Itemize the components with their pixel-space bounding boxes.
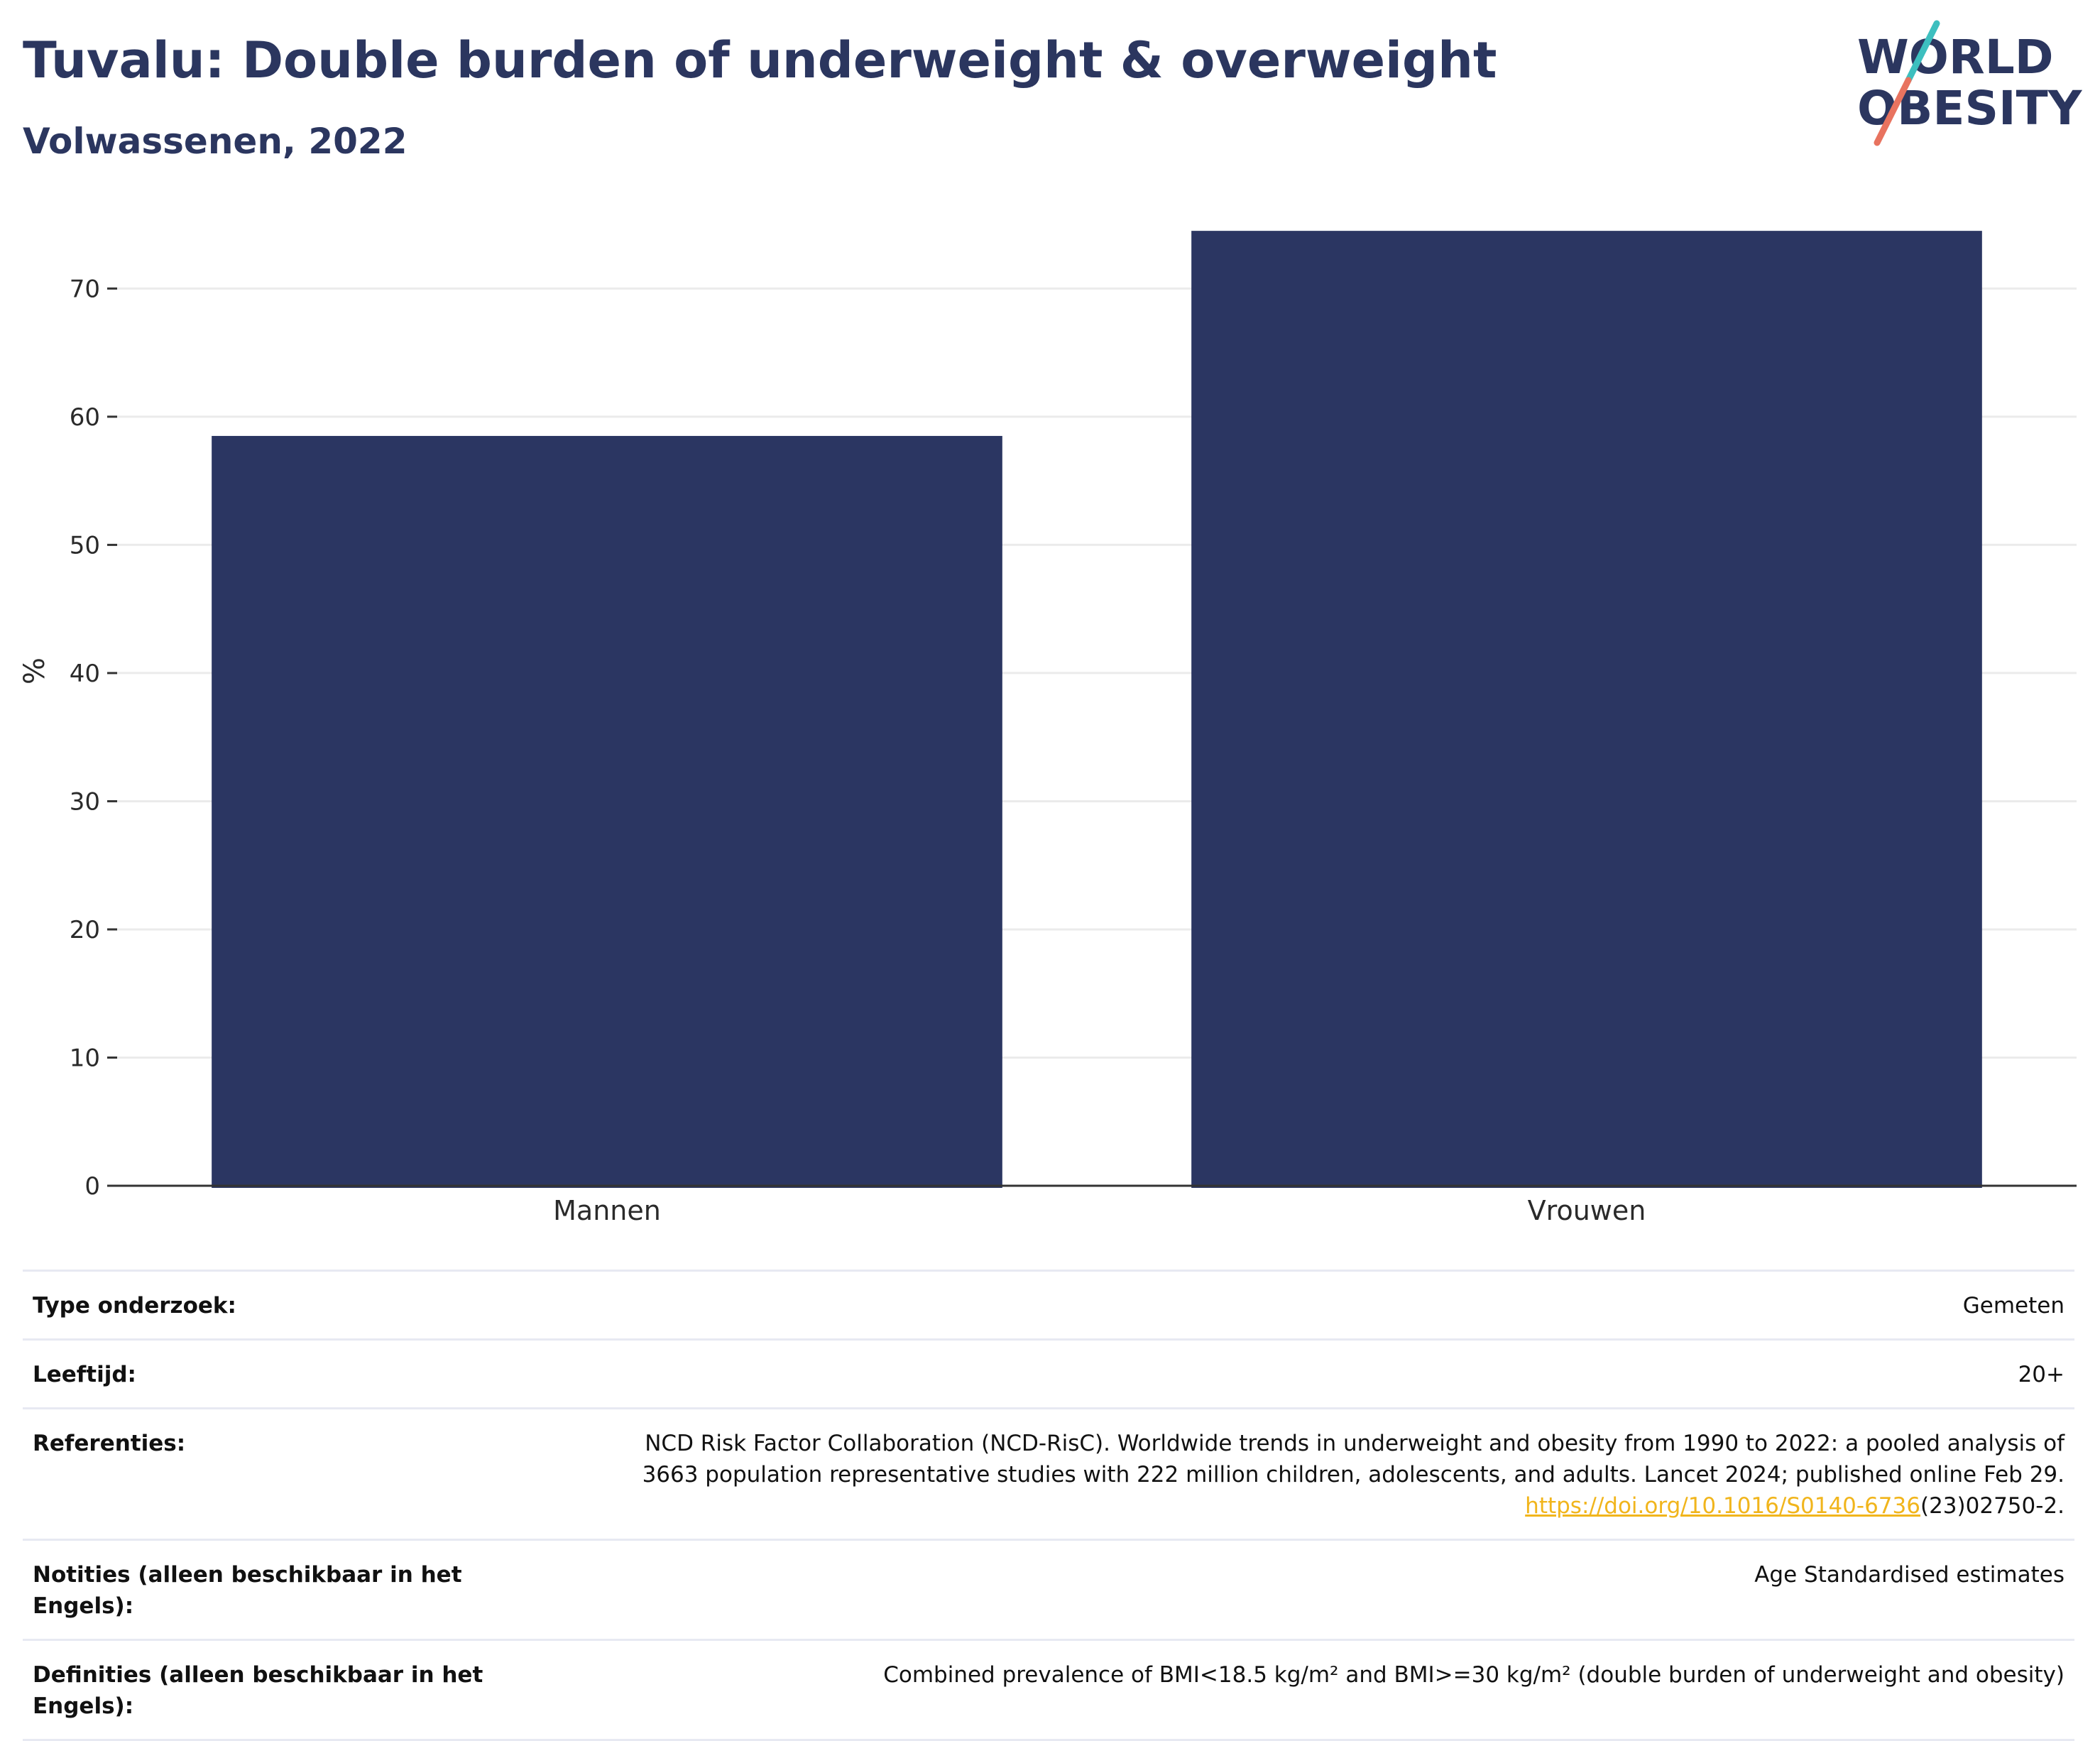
y-tick-label: 0 xyxy=(84,1172,100,1201)
reference-line-3: https://doi.org/10.1016/S0140-6736(23)02… xyxy=(510,1490,2065,1522)
meta-value-definitions: Combined prevalence of BMI<18.5 kg/m² an… xyxy=(498,1639,2074,1741)
world-obesity-logo: WORLD OBESITY xyxy=(1857,20,2083,146)
y-tick-labels: 0 10 20 30 40 50 60 70 xyxy=(70,275,117,1201)
meta-key-type: Type onderzoek: xyxy=(23,1270,498,1340)
bar-mannen xyxy=(212,435,1002,1188)
y-axis-label: % xyxy=(18,657,51,684)
notes-key-line-2: Engels): xyxy=(33,1593,134,1619)
y-tick-label: 40 xyxy=(70,660,100,688)
y-tick-label: 10 xyxy=(70,1044,100,1072)
meta-key-notes: Notities (alleen beschikbaar in het Engel… xyxy=(23,1539,498,1640)
notes-key-line-1: Notities (alleen beschikbaar in het xyxy=(33,1562,462,1588)
logo-slash-coral xyxy=(1874,77,1912,146)
definitions-key-line-2: Engels): xyxy=(33,1693,134,1719)
x-category-label: Vrouwen xyxy=(1528,1195,1646,1226)
reference-line-1: NCD Risk Factor Collaboration (NCD-RisC)… xyxy=(645,1431,2065,1456)
reference-line-2: 3663 population representative studies w… xyxy=(642,1462,2065,1488)
doi-suffix: (23)02750-2. xyxy=(1920,1493,2065,1519)
chart-subtitle: Volwassenen, 2022 xyxy=(23,121,408,162)
meta-key-definitions: Definities (alleen beschikbaar in het Eng… xyxy=(23,1639,498,1741)
meta-row-type: Type onderzoek: Gemeten xyxy=(23,1270,2074,1340)
bars xyxy=(212,231,1982,1188)
meta-value-type: Gemeten xyxy=(498,1270,2074,1340)
x-category-label: Mannen xyxy=(553,1195,661,1226)
meta-row-references: Referenties: NCD Risk Factor Collaborati… xyxy=(23,1407,2074,1540)
meta-value-references: NCD Risk Factor Collaboration (NCD-RisC)… xyxy=(498,1407,2074,1540)
y-tick-label: 20 xyxy=(70,916,100,944)
meta-row-definitions: Definities (alleen beschikbaar in het Eng… xyxy=(23,1639,2074,1741)
x-category-labels: Mannen Vrouwen xyxy=(553,1195,1646,1226)
meta-value-age: 20+ xyxy=(498,1338,2074,1409)
logo-slash-teal xyxy=(1905,20,1940,84)
definitions-key-line-1: Definities (alleen beschikbaar in het xyxy=(33,1662,483,1688)
meta-key-age: Leeftijd: xyxy=(23,1338,498,1409)
meta-row-notes: Notities (alleen beschikbaar in het Engel… xyxy=(23,1539,2074,1640)
bar-vrouwen xyxy=(1191,231,1982,1188)
y-tick-label: 70 xyxy=(70,275,100,303)
chart-title: Tuvalu: Double burden of underweight & o… xyxy=(23,31,1497,89)
logo-text-world: WORLD xyxy=(1857,30,2054,84)
bar-chart: 0 10 20 30 40 50 60 70 Mannen Vrouwen % xyxy=(18,231,2077,1226)
y-tick-label: 30 xyxy=(70,787,100,816)
meta-key-references: Referenties: xyxy=(23,1407,498,1540)
doi-link[interactable]: https://doi.org/10.1016/S0140-6736 xyxy=(1525,1493,1920,1519)
metadata-table: Type onderzoek: Gemeten Leeftijd: 20+ Re… xyxy=(23,1270,2074,1741)
y-tick-label: 60 xyxy=(70,403,100,432)
meta-value-notes: Age Standardised estimates xyxy=(498,1539,2074,1640)
y-tick-label: 50 xyxy=(70,531,100,560)
meta-row-age: Leeftijd: 20+ xyxy=(23,1338,2074,1409)
